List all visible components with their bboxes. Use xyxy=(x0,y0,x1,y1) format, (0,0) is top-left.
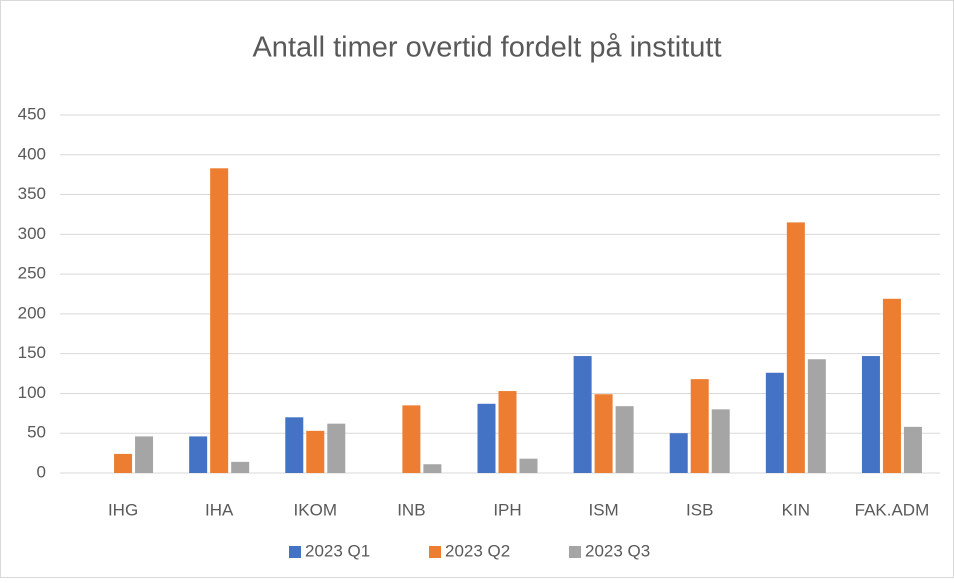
bar xyxy=(903,426,922,473)
y-tick-label: 250 xyxy=(18,264,46,283)
y-tick-label: 0 xyxy=(37,462,46,481)
bar xyxy=(306,430,325,473)
bar xyxy=(711,409,730,473)
x-tick-label: ISM xyxy=(588,500,618,519)
bar xyxy=(189,436,208,473)
y-tick-label: 300 xyxy=(18,224,46,243)
bar xyxy=(861,356,880,473)
x-tick-label: IHG xyxy=(108,500,138,519)
legend-label: 2023 Q3 xyxy=(585,541,650,560)
bar xyxy=(231,461,250,473)
x-tick-label: IKOM xyxy=(294,500,337,519)
y-tick-label: 50 xyxy=(27,423,46,442)
x-tick-label: IPH xyxy=(493,500,521,519)
legend-swatch xyxy=(569,546,581,558)
x-tick-label: IHA xyxy=(205,500,234,519)
legend-label: 2023 Q2 xyxy=(445,541,510,560)
bar xyxy=(765,372,784,473)
y-tick-label: 400 xyxy=(18,144,46,163)
bar xyxy=(285,417,304,473)
x-tick-label: FAK.ADM xyxy=(855,500,930,519)
y-tick-label: 450 xyxy=(18,104,46,123)
bar xyxy=(402,405,421,473)
bar xyxy=(498,391,517,473)
legend-label: 2023 Q1 xyxy=(305,541,370,560)
legend-swatch xyxy=(289,546,301,558)
bar xyxy=(807,359,826,473)
bar xyxy=(519,458,538,473)
bar xyxy=(423,464,442,473)
y-tick-label: 150 xyxy=(18,343,46,362)
y-tick-label: 100 xyxy=(18,383,46,402)
y-tick-label: 200 xyxy=(18,303,46,322)
legend-swatch xyxy=(429,546,441,558)
x-tick-label: KIN xyxy=(782,500,810,519)
bar xyxy=(594,394,613,473)
bar xyxy=(114,453,133,473)
bar xyxy=(669,433,688,473)
bar xyxy=(615,406,634,473)
bar xyxy=(786,222,805,473)
bar xyxy=(573,356,592,473)
bar xyxy=(690,379,709,473)
x-tick-label: ISB xyxy=(686,500,713,519)
bar xyxy=(477,403,496,473)
x-tick-label: INB xyxy=(397,500,425,519)
bar xyxy=(210,168,229,473)
bar xyxy=(135,436,154,473)
y-tick-label: 350 xyxy=(18,184,46,203)
bar xyxy=(882,298,901,473)
bar xyxy=(327,423,346,473)
chart-title: Antall timer overtid fordelt på institut… xyxy=(252,32,721,64)
